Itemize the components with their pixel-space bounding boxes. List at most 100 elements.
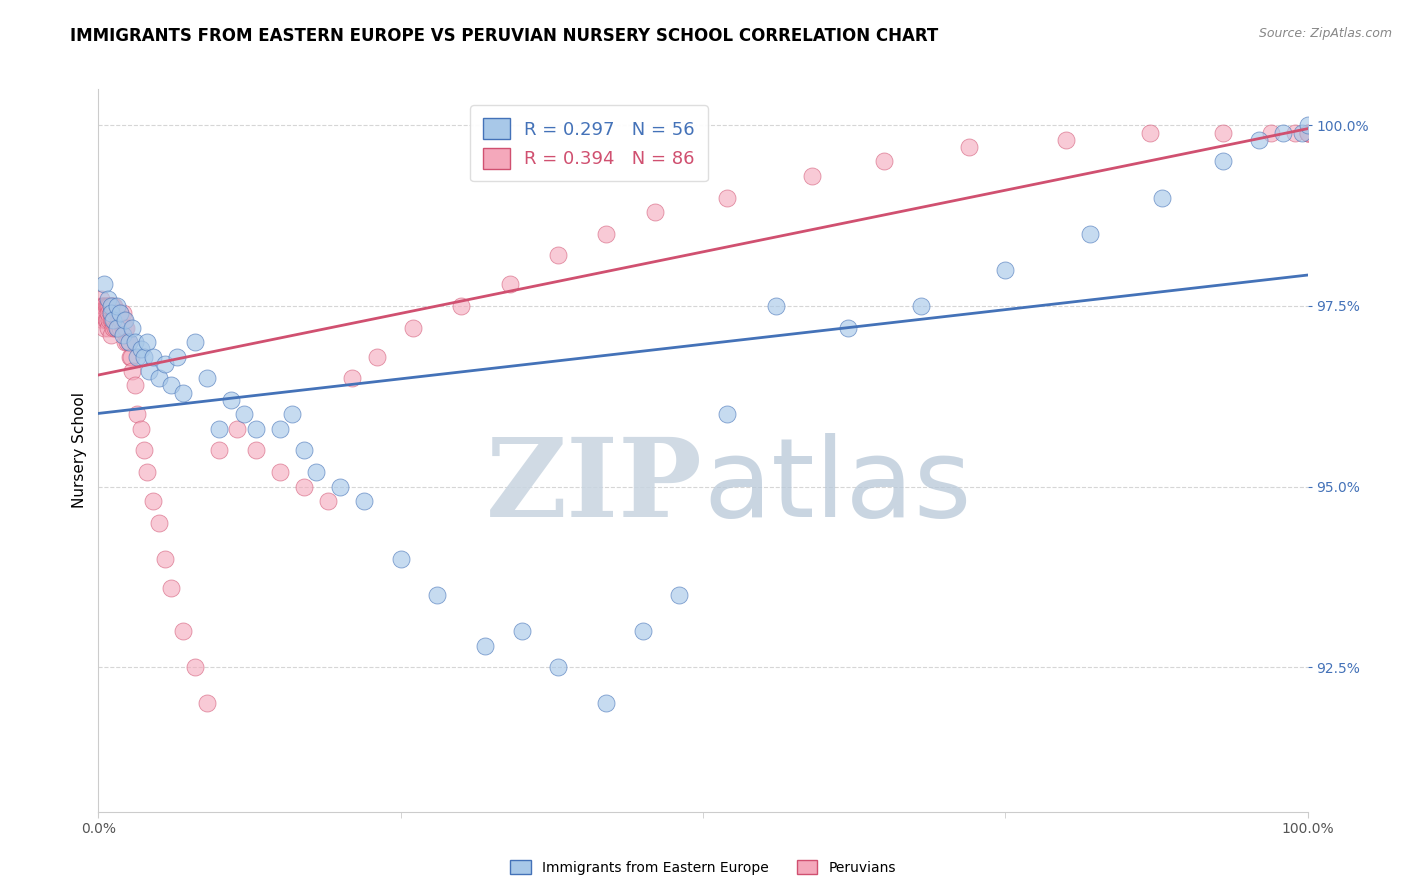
Point: [353, 494, 375, 508]
Point: [114, 320, 136, 334]
Point: [135, 465, 157, 479]
Point: [1139, 126, 1161, 140]
Point: [1212, 154, 1234, 169]
Point: [114, 313, 136, 327]
Point: [127, 350, 149, 364]
Point: [595, 696, 617, 710]
Point: [195, 371, 218, 385]
Point: [1054, 133, 1077, 147]
Point: [957, 140, 980, 154]
Point: [135, 334, 157, 349]
Point: [124, 334, 146, 349]
Point: [292, 480, 315, 494]
Point: [93, 306, 115, 320]
Point: [124, 378, 146, 392]
Point: [994, 262, 1017, 277]
Point: [134, 350, 156, 364]
Point: [138, 364, 160, 378]
Point: [142, 494, 165, 508]
Point: [105, 306, 128, 320]
Point: [221, 392, 243, 407]
Point: [100, 299, 122, 313]
Point: [129, 422, 152, 436]
Point: [716, 190, 738, 204]
Point: [172, 624, 194, 638]
Point: [269, 465, 291, 479]
Point: [101, 320, 124, 334]
Point: [1296, 118, 1319, 132]
Point: [245, 443, 267, 458]
Point: [120, 350, 142, 364]
Point: [148, 516, 170, 530]
Point: [91, 299, 114, 313]
Point: [208, 422, 231, 436]
Point: [94, 313, 117, 327]
Point: [97, 299, 120, 313]
Point: [208, 443, 231, 458]
Point: [105, 320, 128, 334]
Point: [93, 299, 115, 313]
Point: [112, 313, 135, 327]
Point: [402, 320, 425, 334]
Point: [93, 320, 115, 334]
Point: [316, 494, 339, 508]
Point: [100, 299, 122, 313]
Point: [1284, 126, 1306, 140]
Point: [426, 588, 449, 602]
Point: [232, 407, 254, 421]
Point: [127, 407, 149, 421]
Point: [117, 334, 139, 349]
Point: [129, 343, 152, 357]
Point: [450, 299, 472, 313]
Point: [97, 292, 120, 306]
Text: IMMIGRANTS FROM EASTERN EUROPE VS PERUVIAN NURSERY SCHOOL CORRELATION CHART: IMMIGRANTS FROM EASTERN EUROPE VS PERUVI…: [70, 27, 939, 45]
Point: [101, 313, 124, 327]
Point: [1260, 126, 1282, 140]
Point: [91, 299, 114, 313]
Point: [108, 313, 131, 327]
Point: [142, 350, 165, 364]
Point: [100, 299, 122, 313]
Point: [172, 385, 194, 400]
Point: [100, 327, 122, 342]
Point: [118, 334, 141, 349]
Point: [1249, 133, 1271, 147]
Point: [498, 277, 520, 292]
Point: [105, 320, 128, 334]
Point: [108, 306, 131, 320]
Point: [103, 299, 125, 313]
Point: [342, 371, 364, 385]
Point: [118, 334, 141, 349]
Point: [105, 299, 128, 313]
Point: [97, 320, 120, 334]
Point: [166, 350, 188, 364]
Point: [96, 313, 118, 327]
Point: [1078, 227, 1101, 241]
Point: [510, 624, 533, 638]
Point: [114, 334, 136, 349]
Point: [1152, 190, 1174, 204]
Point: [1296, 126, 1319, 140]
Point: [595, 227, 617, 241]
Point: [184, 334, 207, 349]
Point: [89, 299, 111, 313]
Point: [104, 320, 127, 334]
Point: [873, 154, 896, 169]
Point: [93, 277, 115, 292]
Point: [108, 306, 131, 320]
Point: [1296, 126, 1319, 140]
Point: [91, 313, 114, 327]
Point: [153, 552, 176, 566]
Point: [107, 306, 129, 320]
Point: [134, 443, 156, 458]
Point: [111, 327, 134, 342]
Legend: R = 0.297   N = 56, R = 0.394   N = 86: R = 0.297 N = 56, R = 0.394 N = 86: [470, 105, 707, 181]
Point: [329, 480, 352, 494]
Point: [184, 660, 207, 674]
Point: [90, 292, 112, 306]
Point: [305, 465, 328, 479]
Point: [103, 313, 125, 327]
Point: [110, 313, 132, 327]
Point: [121, 320, 143, 334]
Point: [245, 422, 267, 436]
